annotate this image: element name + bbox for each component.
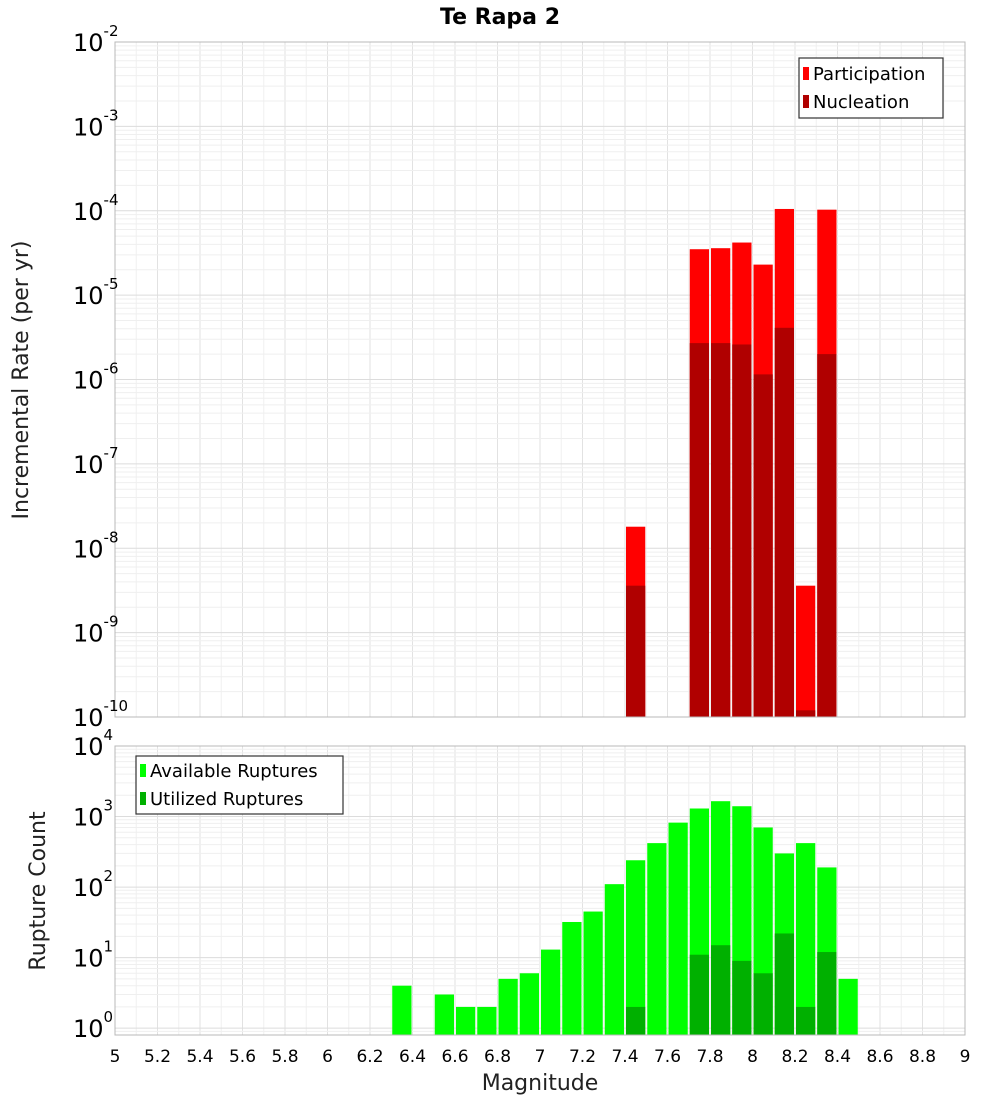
y-tick-label: 10-9 [73,613,119,648]
y-tick-label: 10-6 [73,360,119,395]
count-panel: 100 101 102 103 104 5 5.2 5.4 5.6 5.8 6 6.2 6.4 6.6 6… [26,726,970,1096]
x-tick-label: 6 [322,1047,333,1067]
bar-utilized-ruptures [796,1006,816,1035]
rate-grid [114,41,966,718]
x-tick-label: 8.6 [866,1047,893,1067]
bar-participation [796,585,816,717]
rate-bars [626,208,837,718]
legend-label-available: Available Ruptures [150,761,318,782]
x-tick-label: 6.6 [441,1047,468,1067]
legend-label-utilized: Utilized Ruptures [150,789,303,810]
bar-available-ruptures [456,1006,476,1035]
rate-plot-frame [114,41,966,718]
x-tick-label: 7.6 [654,1047,681,1067]
bar-utilized-ruptures [774,933,794,1035]
x-tick-label: 7.8 [696,1047,723,1067]
rate-y-ticks: 10-10 10-9 10-8 10-7 10-6 10-5 10-4 10-3 10-2 [73,22,128,732]
bar-utilized-ruptures [817,952,837,1035]
count-y-ticks: 100 101 102 103 104 [73,726,113,1043]
bar-utilized-ruptures [689,954,709,1035]
x-tick-label: 6.8 [484,1047,511,1067]
bar-utilized-ruptures [711,945,731,1035]
chart-title: Te Rapa 2 [440,5,560,30]
x-tick-label: 7.4 [611,1047,638,1067]
y-tick-label: 104 [73,726,113,761]
bar-available-ruptures [477,1006,497,1035]
bar-available-ruptures [647,843,667,1035]
y-tick-label: 101 [73,938,113,973]
legend-label-participation: Participation [813,64,925,85]
legend-swatch-available [140,764,146,777]
x-tick-label: 6.4 [399,1047,426,1067]
x-tick-label: 5.8 [271,1047,298,1067]
bar-available-ruptures [519,973,539,1035]
y-tick-label: 10-3 [73,106,119,141]
legend-swatch-utilized [140,792,146,805]
rate-panel: Te Rapa 2 10-1010-910-810-710-610-510-41… [9,5,966,732]
x-tick-label: 6.2 [356,1047,383,1067]
x-tick-label: 8.4 [824,1047,851,1067]
count-legend-box [135,755,344,815]
x-tick-label: 7 [535,1047,546,1067]
bar-utilized-ruptures [732,960,752,1035]
y-tick-label: 10-4 [73,191,119,226]
y-tick-label: 10-7 [73,444,119,479]
bar-available-ruptures [668,822,688,1035]
bar-nucleation [626,585,646,717]
bar-nucleation [732,344,752,717]
x-tick-label: 8.8 [909,1047,936,1067]
count-legend: Available Ruptures Utilized Ruptures [135,755,344,815]
legend-label-nucleation: Nucleation [813,92,909,113]
y-tick-label: 10-8 [73,528,119,563]
x-tick-label: 8.2 [781,1047,808,1067]
rate-legend: Participation Nucleation [798,57,944,119]
legend-swatch-participation [803,67,809,80]
bar-available-ruptures [434,994,454,1035]
bar-available-ruptures [541,949,561,1035]
rate-y-axis-label: Incremental Rate (per yr) [9,241,34,520]
y-tick-label: 10-2 [73,22,119,57]
y-tick-label: 10-10 [73,697,128,732]
y-tick-label: 102 [73,867,113,902]
magnitude-x-ticks: 5 5.2 5.4 5.6 5.8 6 6.2 6.4 6.6 6.8 7 7.2 7.4 7.6 7.8 8… [110,1047,971,1067]
x-tick-label: 5.6 [229,1047,256,1067]
bar-available-ruptures [796,843,816,1035]
y-tick-label: 10-5 [73,275,119,310]
x-axis-label: Magnitude [482,1071,599,1096]
bar-available-ruptures [838,978,858,1035]
bar-nucleation [753,374,773,717]
rate-legend-box [798,57,944,119]
x-tick-label: 8 [747,1047,758,1067]
x-tick-label: 9 [960,1047,971,1067]
bar-available-ruptures [604,884,624,1035]
count-y-axis-label: Rupture Count [26,811,51,971]
x-tick-label: 5 [110,1047,121,1067]
bar-nucleation [711,343,731,717]
bar-available-ruptures [392,985,412,1035]
bar-nucleation [774,327,794,717]
bar-available-ruptures [583,911,603,1035]
bar-available-ruptures [498,978,518,1035]
x-tick-label: 5.4 [186,1047,213,1067]
y-tick-label: 103 [73,797,113,832]
x-tick-label: 7.2 [569,1047,596,1067]
bar-nucleation [817,354,837,717]
bar-utilized-ruptures [626,1006,646,1035]
legend-swatch-nucleation [803,95,809,108]
bar-utilized-ruptures [753,973,773,1035]
count-plot-frame [114,745,966,1036]
bar-available-ruptures [626,860,646,1035]
y-tick-label: 100 [73,1008,113,1043]
bar-available-ruptures [562,921,582,1035]
count-bars [392,801,858,1035]
bar-nucleation [796,710,816,717]
x-tick-label: 5.2 [144,1047,171,1067]
bar-nucleation [689,343,709,717]
